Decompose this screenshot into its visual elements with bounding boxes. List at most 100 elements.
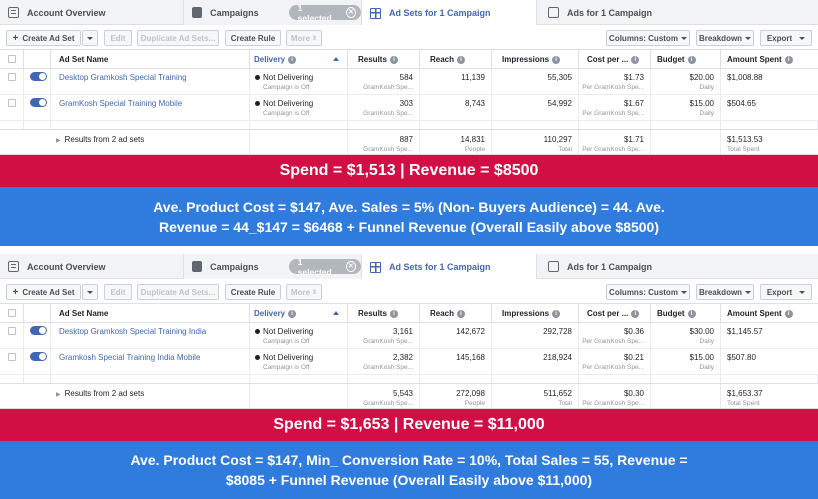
- duplicate-button[interactable]: Duplicate Ad Sets...: [137, 30, 219, 46]
- column-header[interactable]: Results i: [348, 304, 420, 322]
- summary-spent-sub: Total Spent: [727, 400, 760, 407]
- create-ad-set-button[interactable]: + Create Ad Set: [6, 284, 81, 300]
- delivery-status: Not Delivering: [263, 73, 314, 82]
- export-button[interactable]: Export: [760, 284, 812, 300]
- create-dropdown-button[interactable]: [82, 284, 98, 300]
- column-header[interactable]: Ad Set Name: [51, 304, 250, 322]
- table-row[interactable]: Desktop Gramkosh Special Training India …: [0, 323, 818, 349]
- create-rule-button[interactable]: Create Rule: [225, 284, 281, 300]
- column-header[interactable]: Amount Spent i: [721, 304, 818, 322]
- budget-value: $15.00: [689, 99, 714, 108]
- button-label: Breakdown: [698, 33, 743, 43]
- column-header[interactable]: Delivery i: [250, 304, 348, 322]
- ad-set-name-link[interactable]: GramKosh Special Training Mobile: [59, 99, 183, 108]
- table-row[interactable]: Desktop Gramkosh Special Training Not De…: [0, 69, 818, 95]
- ad-set-name-link[interactable]: Desktop Gramkosh Special Training India: [59, 327, 207, 336]
- expand-icon[interactable]: ▶: [56, 138, 61, 144]
- tab-campaigns[interactable]: Campaigns 1 selected ✕: [183, 0, 361, 25]
- more-button[interactable]: More ⇕: [286, 284, 322, 300]
- info-icon: i: [389, 55, 398, 64]
- ad-icon: [548, 261, 559, 272]
- button-label: Export: [766, 287, 793, 297]
- expand-icon[interactable]: ▶: [56, 392, 61, 398]
- column-header[interactable]: Impressions i: [492, 304, 579, 322]
- column-header[interactable]: Delivery i: [250, 50, 348, 68]
- toolbar: + Create Ad Set Edit Duplicate Ad Sets...…: [0, 279, 818, 304]
- summary-impressions-cell: 110,297 Total: [492, 130, 579, 154]
- column-header[interactable]: Ad Set Name: [51, 50, 250, 68]
- row-checkbox[interactable]: [8, 99, 16, 107]
- tab-campaigns[interactable]: Campaigns 1 selected ✕: [183, 254, 361, 279]
- spend-revenue-banner-1: Spend = $1,513 | Revenue = $8500: [0, 155, 818, 187]
- button-label: More: [290, 287, 311, 297]
- on-off-toggle[interactable]: [30, 326, 47, 335]
- select-all-checkbox[interactable]: [8, 309, 16, 317]
- duplicate-button[interactable]: Duplicate Ad Sets...: [137, 284, 219, 300]
- row-checkbox[interactable]: [8, 73, 16, 81]
- create-ad-set-button[interactable]: + Create Ad Set: [6, 30, 81, 46]
- create-dropdown-button[interactable]: [82, 30, 98, 46]
- info-icon: i: [552, 55, 561, 64]
- grid-plus-icon: [370, 7, 381, 19]
- delivery-status: Not Delivering: [263, 353, 314, 362]
- row-checkbox[interactable]: [8, 327, 16, 335]
- on-off-toggle[interactable]: [30, 72, 47, 81]
- on-off-toggle[interactable]: [30, 98, 47, 107]
- columns-button[interactable]: Columns: Custom: [606, 30, 690, 46]
- ad-set-name-link[interactable]: Gramkosh Special Training India Mobile: [59, 353, 201, 362]
- summary-label: Results from 2 ad sets: [64, 389, 145, 398]
- close-icon[interactable]: ✕: [345, 7, 356, 18]
- column-header[interactable]: Budget i: [651, 304, 721, 322]
- budget-cell: $15.00 Daily: [651, 349, 721, 374]
- tab-label: Campaigns: [210, 261, 259, 272]
- on-off-toggle[interactable]: [30, 352, 47, 361]
- column-header[interactable]: Budget i: [651, 50, 721, 68]
- grid-icon: [8, 7, 19, 18]
- tab-account-overview[interactable]: Account Overview: [8, 0, 178, 25]
- tab-ad-sets[interactable]: Ad Sets for 1 Campaign: [361, 0, 537, 26]
- header-label: Cost per ...: [587, 55, 629, 64]
- column-header[interactable]: Reach i: [420, 304, 492, 322]
- column-header[interactable]: Reach i: [420, 50, 492, 68]
- more-button[interactable]: More ⇕: [286, 30, 322, 46]
- close-icon[interactable]: ✕: [345, 261, 356, 272]
- selection-pill[interactable]: 1 selected ✕: [288, 3, 361, 23]
- table-row[interactable]: GramKosh Special Training Mobile Not Del…: [0, 95, 818, 121]
- edit-button[interactable]: Edit: [104, 30, 132, 46]
- create-rule-button[interactable]: Create Rule: [225, 30, 281, 46]
- summary-label-cell: ▶ Results from 2 ad sets: [0, 130, 250, 154]
- edit-button[interactable]: Edit: [104, 284, 132, 300]
- results-sub: GramKosh Spe...: [363, 110, 413, 117]
- summary-spent: $1,653.37: [727, 389, 763, 398]
- results-cell: 2,382 GramKosh Spe...: [348, 349, 420, 374]
- delivery-cell: Not Delivering Campaign is Off: [250, 323, 348, 348]
- selection-pill[interactable]: 1 selected ✕: [288, 257, 361, 277]
- tab-account-overview[interactable]: Account Overview: [8, 254, 178, 279]
- column-header[interactable]: Amount Spent i: [721, 50, 818, 68]
- tab-ad-sets[interactable]: Ad Sets for 1 Campaign: [361, 254, 537, 280]
- summary-results: 5,543: [392, 389, 413, 398]
- tab-ads[interactable]: Ads for 1 Campaign: [540, 0, 652, 25]
- summary-spent: $1,513.53: [727, 135, 763, 144]
- column-header[interactable]: Cost per ... i: [579, 304, 651, 322]
- ad-set-name-link[interactable]: Desktop Gramkosh Special Training: [59, 73, 187, 82]
- summary-spent-cell: $1,513.53 Total Spent: [721, 130, 818, 154]
- row-checkbox[interactable]: [8, 353, 16, 361]
- columns-button[interactable]: Columns: Custom: [606, 284, 690, 300]
- calculation-banner-1: Ave. Product Cost = $147, Ave. Sales = 5…: [0, 187, 818, 246]
- tab-ads[interactable]: Ads for 1 Campaign: [540, 254, 652, 279]
- breakdown-button[interactable]: Breakdown: [696, 284, 754, 300]
- select-all-checkbox[interactable]: [8, 55, 16, 63]
- breakdown-button[interactable]: Breakdown: [696, 30, 754, 46]
- summary-spent-sub: Total Spent: [727, 146, 760, 153]
- info-icon: i: [288, 55, 297, 64]
- export-button[interactable]: Export: [760, 30, 812, 46]
- checkbox-cell: [0, 95, 24, 120]
- impressions-value: 55,305: [547, 73, 572, 82]
- column-header[interactable]: Impressions i: [492, 50, 579, 68]
- status-dot-icon: [255, 329, 260, 335]
- table-row[interactable]: Gramkosh Special Training India Mobile N…: [0, 349, 818, 375]
- column-header[interactable]: Cost per ... i: [579, 50, 651, 68]
- toolbar: + Create Ad Set Edit Duplicate Ad Sets...…: [0, 25, 818, 50]
- column-header[interactable]: Results i: [348, 50, 420, 68]
